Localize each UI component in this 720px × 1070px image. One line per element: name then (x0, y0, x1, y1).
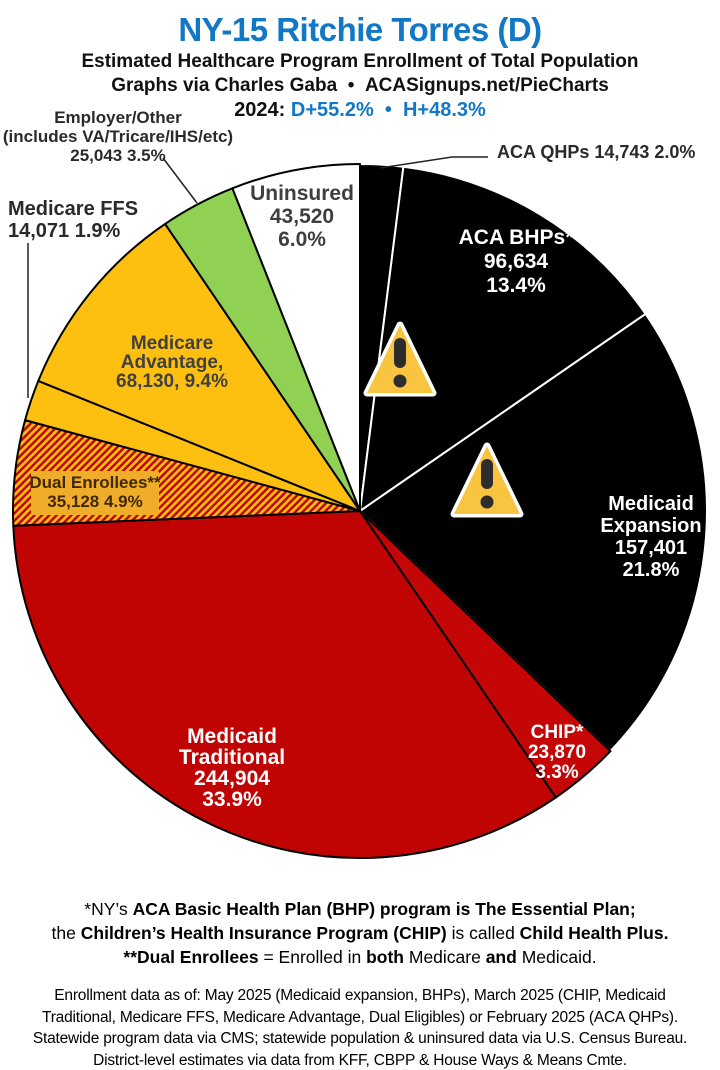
credit-line: Graphs via Charles Gaba • ACASignups.net… (111, 75, 609, 96)
label-medicare-ffs: 14,071 1.9% (8, 220, 121, 242)
source-line-3: Statewide program data via CMS; statewid… (32, 1030, 688, 1047)
label-medicaid-expansion: Medicaid (608, 493, 694, 515)
label-medicare-advantage: 68,130, 9.4% (116, 371, 228, 392)
label-aca-bhps: 96,634 (484, 250, 549, 273)
label-dual-enrollees: Dual Enrollees** (29, 473, 161, 492)
label-medicaid-expansion: Expansion (600, 515, 701, 537)
label-chip: 3.3% (535, 762, 578, 783)
partisan-lean-values: D+55.2% • H+48.3% (290, 99, 486, 121)
label-medicaid-traditional: Traditional (179, 746, 285, 769)
label-dual-enrollees: 35,128 4.9% (47, 492, 142, 511)
page-title: NY-15 Ritchie Torres (D) (178, 11, 542, 48)
subtitle: Estimated Healthcare Program Enrollment … (81, 51, 639, 72)
leader-employer-other (162, 157, 198, 204)
label-medicare-advantage: Medicare (131, 333, 213, 354)
footnote-definitions: *NY’s ACA Basic Health Plan (BHP) progra… (0, 897, 720, 969)
label-aca-bhps: ACA BHPs* (459, 226, 575, 249)
source-line-1: Enrollment data as of: May 2025 (Medicai… (54, 987, 666, 1004)
leader-lines (27, 156, 488, 398)
footnote-sources: Enrollment data as of: May 2025 (Medicai… (0, 985, 720, 1070)
label-employer-other: 25,043 3.5% (70, 146, 165, 165)
source-line-2: Traditional, Medicare FFS, Medicare Adva… (42, 1008, 678, 1026)
slice-medicaid-expansion (359, 312, 708, 753)
label-chip: CHIP* (531, 722, 584, 743)
label-medicaid-expansion: 157,401 (615, 537, 687, 559)
header: NY-15 Ritchie Torres (D) Estimated Healt… (0, 10, 720, 122)
label-medicaid-traditional: 244,904 (194, 767, 270, 790)
footnote-line-2: the Children’s Health Insurance Program … (51, 923, 669, 943)
footnote-line-1: *NY’s ACA Basic Health Plan (BHP) progra… (84, 899, 636, 919)
leader-aca-qhps (379, 156, 488, 169)
pie-slices (11, 162, 708, 859)
label-uninsured: Uninsured (250, 182, 354, 205)
slice-medicaid-traditional (12, 510, 557, 859)
slice-uninsured (231, 163, 361, 512)
label-dual-enrollees-bg (31, 471, 159, 515)
label-medicare-ffs: Medicare FFS (8, 198, 138, 220)
slice-aca-bhps (359, 165, 647, 512)
source-line-4: District-level estimates via data from K… (93, 1051, 627, 1069)
year-label: 2024: (234, 99, 286, 121)
label-medicaid-traditional: Medicaid (187, 725, 277, 748)
label-medicaid-expansion: 21.8% (623, 559, 680, 581)
label-medicare-advantage: Advantage, (121, 352, 223, 373)
label-uninsured: 6.0% (278, 228, 326, 251)
footnote-line-3: **Dual Enrollees = Enrolled in both Medi… (123, 947, 597, 967)
label-chip: 23,870 (528, 742, 586, 763)
label-employer-other: (includes VA/Tricare/IHS/etc) (3, 127, 233, 146)
slice-medicare-advantage (37, 222, 361, 512)
label-aca-bhps: 13.4% (486, 274, 546, 297)
label-aca-qhps: ACA QHPs 14,743 2.0% (497, 142, 695, 162)
partisan-lean-line: 2024: D+55.2% • H+48.3% (0, 98, 720, 122)
label-medicaid-traditional: 33.9% (202, 788, 262, 811)
label-employer-other: Employer/Other (54, 108, 182, 127)
label-uninsured: 43,520 (270, 205, 334, 228)
